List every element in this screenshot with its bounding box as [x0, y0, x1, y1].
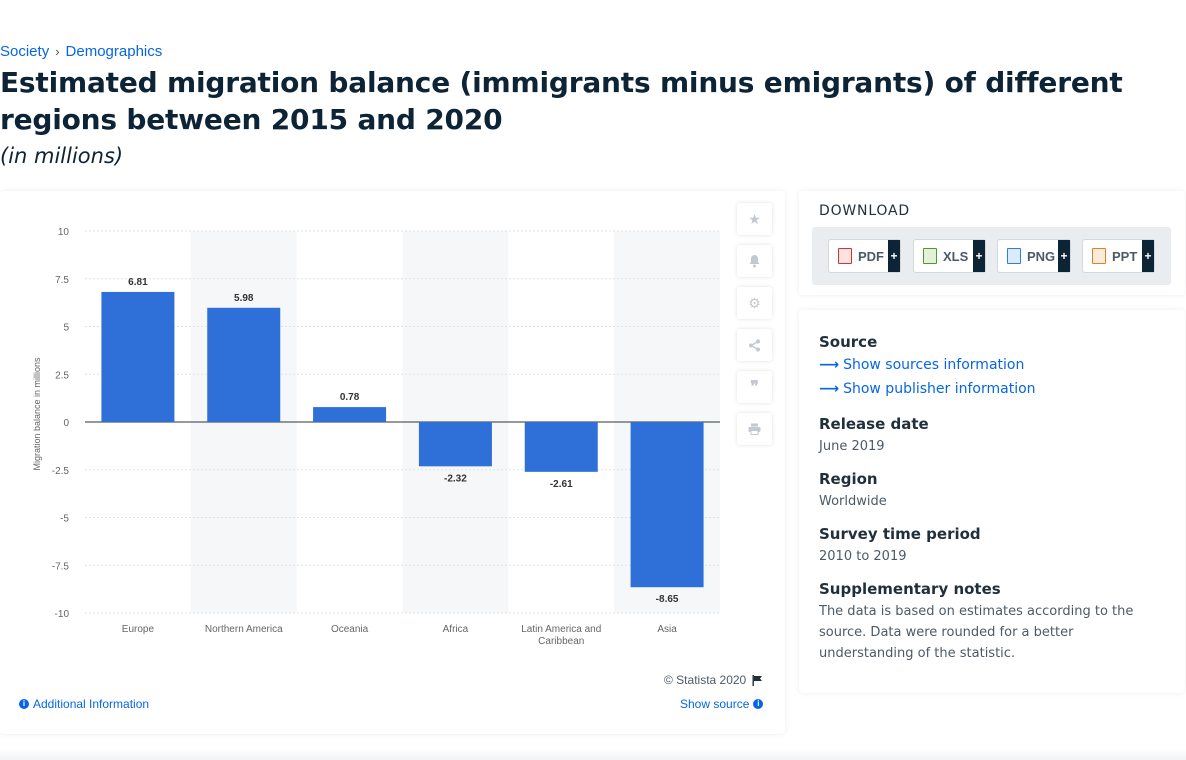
x-tick-label: Northern America: [205, 624, 283, 635]
bar: [630, 422, 704, 588]
bar: [207, 307, 281, 422]
release-date-value: June 2019: [819, 439, 885, 454]
download-png-button[interactable]: PNG +: [997, 239, 1071, 273]
star-icon: ★: [748, 210, 761, 227]
x-tick-label: Asia: [657, 624, 677, 635]
data-label: -2.61: [550, 479, 573, 490]
region-label: Region: [819, 470, 878, 488]
cite-button[interactable]: ❞: [737, 371, 772, 403]
data-label: -8.65: [656, 594, 679, 605]
print-button[interactable]: [737, 413, 772, 445]
y-tick-label: -5: [60, 514, 69, 525]
breadcrumb-society[interactable]: Society: [0, 43, 50, 60]
chart-copyright: © Statista 2020: [664, 673, 763, 687]
xls-file-icon: [923, 248, 937, 264]
plus-icon: +: [973, 240, 985, 272]
share-button[interactable]: [737, 329, 772, 361]
supplementary-notes-value: The data is based on estimates according…: [819, 604, 1134, 661]
plus-icon: +: [1142, 240, 1154, 272]
ppt-file-icon: [1092, 248, 1106, 264]
y-tick-label: -10: [55, 609, 70, 620]
data-label: -2.32: [444, 473, 467, 484]
print-icon: [748, 423, 761, 435]
statistic-info-card: Source ⟶ Show sources information ⟶ Show…: [799, 310, 1185, 693]
settings-button[interactable]: ⚙: [737, 287, 772, 319]
page-bottom-edge: [0, 748, 1186, 760]
y-tick-label: -7.5: [52, 561, 70, 572]
breadcrumb-separator: ›: [55, 44, 60, 59]
survey-period-value: 2010 to 2019: [819, 549, 907, 564]
favorite-button[interactable]: ★: [737, 203, 772, 235]
supplementary-notes-label: Supplementary notes: [819, 580, 1001, 598]
info-icon: i: [753, 699, 764, 709]
y-axis-label: Migration balance in millions: [32, 357, 42, 471]
additional-information-label: Additional Information: [33, 697, 150, 711]
download-card: DOWNLOAD PDF + XLS + PNG + PPT +: [799, 191, 1185, 295]
page-title: Estimated migration balance (immigrants …: [0, 66, 1123, 136]
arrow-right-icon: ⟶: [819, 381, 840, 397]
bar: [313, 407, 387, 422]
download-ppt-button[interactable]: PPT +: [1082, 239, 1155, 273]
region-value: Worldwide: [819, 494, 887, 509]
bar: [418, 422, 492, 467]
show-sources-link[interactable]: ⟶ Show sources information: [819, 357, 1024, 373]
y-tick-label: 7.5: [55, 275, 69, 286]
chart-card: 10 7.5 5 2.5 0 -2.5 -5 -7.5 -10 Migration balance…: [0, 191, 785, 734]
y-tick-label: 10: [58, 227, 70, 238]
show-publisher-label: Show publisher information: [843, 381, 1036, 397]
show-publisher-link[interactable]: ⟶ Show publisher information: [819, 381, 1036, 397]
show-source-link[interactable]: Show source i: [680, 697, 764, 711]
x-tick-label: Europe: [122, 624, 155, 635]
download-xls-button[interactable]: XLS +: [913, 239, 986, 273]
y-tick-label: 5: [63, 323, 69, 334]
additional-information-link[interactable]: i Additional Information: [19, 697, 149, 711]
download-xls-label: XLS: [943, 248, 969, 264]
download-pdf-label: PDF: [858, 248, 884, 264]
download-title: DOWNLOAD: [819, 203, 910, 219]
release-date-label: Release date: [819, 415, 929, 433]
png-file-icon: [1007, 248, 1021, 264]
data-label: 0.78: [340, 392, 360, 403]
bar-chart: 10 7.5 5 2.5 0 -2.5 -5 -7.5 -10 Migration balance…: [32, 227, 720, 647]
page-subtitle: (in millions): [0, 144, 124, 168]
flag-icon[interactable]: [752, 674, 763, 686]
data-label: 5.98: [234, 293, 254, 304]
chart-toolbar: ★ ⚙ ❞: [737, 203, 772, 445]
show-source-label: Show source: [680, 697, 750, 711]
x-tick-label: Oceania: [331, 624, 369, 635]
pdf-file-icon: [838, 248, 852, 264]
y-tick-label: -2.5: [52, 466, 70, 477]
plus-icon: +: [1058, 240, 1070, 272]
download-bar: PDF + XLS + PNG + PPT +: [812, 227, 1171, 285]
share-icon: [749, 339, 760, 351]
y-tick-label: 0: [63, 418, 69, 429]
quote-icon: ❞: [750, 379, 759, 396]
breadcrumb: Society › Demographics: [0, 43, 162, 60]
bar: [524, 422, 598, 472]
survey-period-label: Survey time period: [819, 525, 981, 543]
bar: [101, 291, 175, 422]
arrow-right-icon: ⟶: [819, 357, 840, 373]
download-ppt-label: PPT: [1112, 248, 1138, 264]
bell-icon: [749, 255, 760, 268]
copyright-text: © Statista 2020: [664, 673, 747, 687]
source-label: Source: [819, 333, 878, 351]
x-tick-label: Latin America and: [521, 624, 601, 635]
download-png-label: PNG: [1027, 248, 1056, 264]
gear-icon: ⚙: [748, 294, 761, 311]
notify-button[interactable]: [737, 245, 772, 277]
download-pdf-button[interactable]: PDF +: [828, 239, 901, 273]
info-icon: i: [19, 699, 29, 709]
y-tick-label: 2.5: [55, 370, 69, 381]
x-tick-label: Africa: [443, 624, 469, 635]
breadcrumb-demographics[interactable]: Demographics: [65, 43, 163, 60]
x-tick-label: Caribbean: [538, 636, 584, 647]
plus-icon: +: [888, 240, 900, 272]
data-label: 6.81: [128, 277, 148, 288]
show-sources-label: Show sources information: [843, 357, 1025, 373]
